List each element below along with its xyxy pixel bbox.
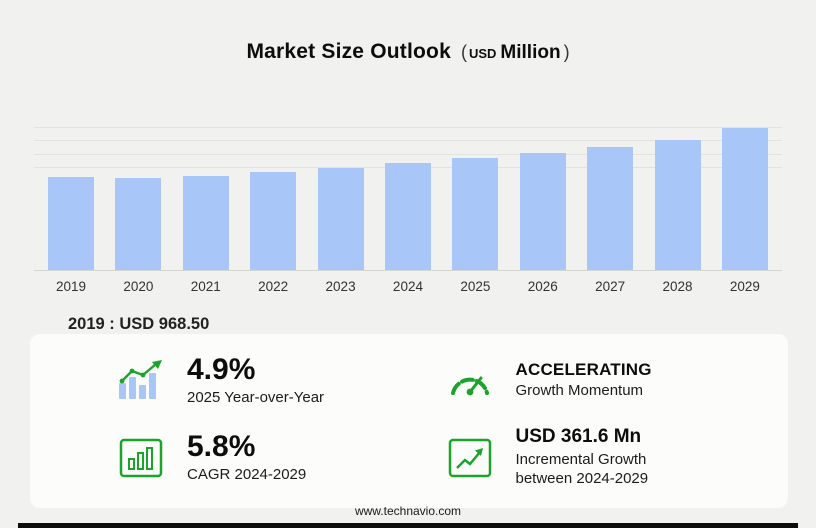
stats-panel: 4.9% 2025 Year-over-Year ACCELERATING Gr…: [30, 334, 788, 508]
x-axis-label-2023: 2023: [325, 279, 356, 294]
stat-cagr: 5.8% CAGR 2024-2029: [115, 418, 434, 498]
x-axis-label-2022: 2022: [258, 279, 289, 294]
footer-url: www.technavio.com: [354, 504, 462, 518]
bar-column-2026: 2026: [519, 153, 566, 294]
base-year-annotation: 2019 : USD 968.50: [68, 315, 210, 333]
bar-column-2028: 2028: [654, 140, 701, 294]
stat-text: 5.8% CAGR 2024-2029: [187, 430, 306, 485]
stat-label-cagr: CAGR 2024-2029: [187, 466, 307, 484]
bar-2022: [250, 172, 297, 270]
bar-column-2029: 2029: [721, 128, 768, 294]
stat-value-yoy: 4.9%: [187, 353, 256, 387]
stat-text: ACCELERATING Growth Momentum: [515, 359, 652, 401]
bar-series: 2019 2020 2021 2022 2023 2024 2025 2026 2027 2028…: [40, 128, 776, 294]
x-axis-label-2025: 2025: [460, 279, 491, 294]
page-title: Market Size Outlook (USD Million): [0, 40, 816, 64]
title-unit: (USD Million): [460, 42, 570, 63]
bar-2026: [519, 153, 566, 270]
stat-momentum: ACCELERATING Growth Momentum: [444, 344, 763, 418]
bottom-bar: [18, 523, 798, 528]
x-axis-label-2021: 2021: [190, 279, 221, 294]
stat-label-yoy: 2025 Year-over-Year: [187, 389, 325, 407]
x-axis-label-2026: 2026: [527, 279, 558, 294]
stat-label-momentum: Growth Momentum: [515, 382, 644, 400]
bar-column-2019: 2019: [48, 177, 94, 294]
bar-column-2025: 2025: [452, 158, 499, 294]
title-text: Market Size Outlook: [246, 40, 451, 63]
title-unit-open-paren: (: [460, 42, 467, 62]
stat-text: 4.9% 2025 Year-over-Year: [187, 353, 324, 408]
bar-column-2021: 2021: [182, 176, 229, 294]
bar-column-2023: 2023: [317, 168, 364, 294]
x-axis-label-2020: 2020: [123, 279, 154, 294]
bar-column-2020: 2020: [115, 178, 162, 294]
bar-chart-up-arrow-icon: [115, 359, 167, 402]
bar-2019: [48, 177, 94, 270]
gridline: [34, 127, 782, 128]
x-axis-label-2019: 2019: [55, 279, 87, 294]
stat-incremental-growth: USD 361.6 Mn Incremental Growth between …: [444, 418, 763, 498]
stat-text: USD 361.6 Mn Incremental Growth between …: [515, 426, 701, 488]
stat-label-incremental: Incremental Growth between 2024-2029: [515, 451, 649, 487]
bar-column-2024: 2024: [384, 163, 431, 294]
speedometer-icon: [444, 362, 496, 400]
stat-value-momentum: ACCELERATING: [515, 359, 652, 379]
x-axis-label-2029: 2029: [729, 279, 760, 294]
bar-2020: [115, 178, 162, 270]
x-axis-label-2028: 2028: [662, 279, 693, 294]
stat-value-incremental: USD 361.6 Mn: [515, 426, 642, 448]
x-axis-baseline: [34, 270, 782, 271]
gridline: [34, 154, 782, 155]
bar-2028: [654, 140, 701, 270]
gridline: [34, 140, 782, 141]
title-unit-currency: USD: [468, 46, 497, 61]
bar-2025: [452, 158, 499, 270]
stat-yoy-growth: 4.9% 2025 Year-over-Year: [115, 344, 434, 418]
title-unit-close-paren: ): [563, 42, 570, 62]
x-axis-label-2024: 2024: [392, 279, 423, 294]
bar-2023: [317, 168, 364, 270]
bar-2021: [182, 176, 229, 270]
market-size-bar-chart: 2019 2020 2021 2022 2023 2024 2025 2026 2027 2028…: [34, 127, 782, 294]
boxed-bar-chart-icon: [115, 438, 167, 478]
x-axis-label-2027: 2027: [595, 279, 626, 294]
bar-2029: [721, 128, 768, 270]
bar-2024: [384, 163, 431, 270]
title-unit-word: Million: [500, 42, 561, 63]
boxed-growth-arrow-icon: [444, 438, 496, 478]
stat-value-cagr: 5.8%: [187, 430, 256, 464]
bar-2027: [587, 147, 634, 270]
bar-column-2027: 2027: [587, 147, 634, 294]
bar-column-2022: 2022: [250, 172, 297, 294]
